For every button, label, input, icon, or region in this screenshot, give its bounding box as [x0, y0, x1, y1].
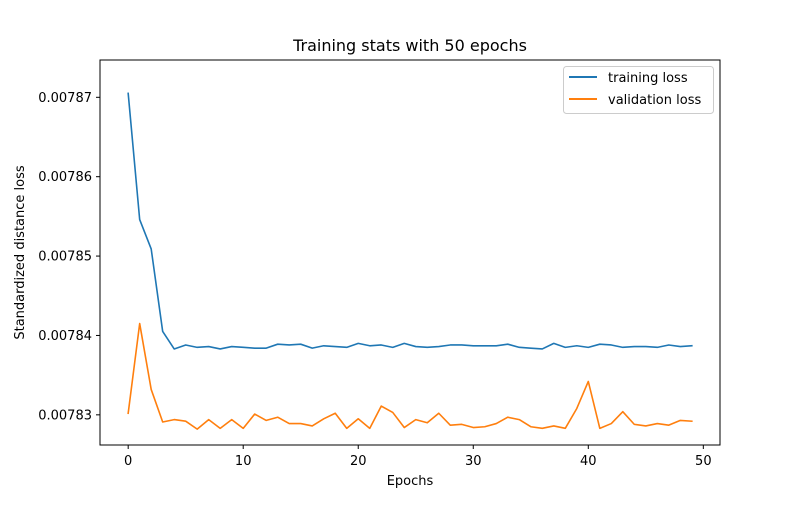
- plot-frame: [99, 59, 721, 446]
- y-axis-label: Standardized distance loss: [13, 165, 28, 340]
- x-tick-label: 20: [350, 454, 367, 469]
- y-tick-label: 0.00786: [38, 170, 92, 185]
- legend: training loss validation loss: [563, 66, 714, 114]
- legend-label-training-loss: training loss: [608, 71, 688, 86]
- y-tick-label: 0.00785: [38, 250, 92, 265]
- series-layer: [127, 92, 693, 430]
- x-tick-label: 10: [235, 454, 252, 469]
- y-axis-ticks: 0.00783 0.00784 0.00785 0.00786 0.00787: [38, 91, 100, 423]
- chart-title: Training stats with 50 epochs: [292, 36, 527, 55]
- legend-label-validation-loss: validation loss: [608, 93, 701, 108]
- x-tick-label: 30: [465, 454, 482, 469]
- x-tick-label: 0: [124, 454, 132, 469]
- y-tick-label: 0.00784: [38, 329, 92, 344]
- x-axis-ticks: 0 10 20 30 40 50: [124, 445, 712, 469]
- series-line-validation-loss: [127, 322, 693, 430]
- series-line-training-loss: [127, 92, 693, 350]
- x-tick-label: 50: [695, 454, 712, 469]
- x-axis-label: Epochs: [387, 474, 434, 489]
- x-tick-label: 40: [580, 454, 597, 469]
- legend-box: [563, 66, 714, 114]
- plot-area: [100, 60, 720, 445]
- y-tick-label: 0.00787: [38, 91, 92, 106]
- y-tick-label: 0.00783: [38, 408, 92, 423]
